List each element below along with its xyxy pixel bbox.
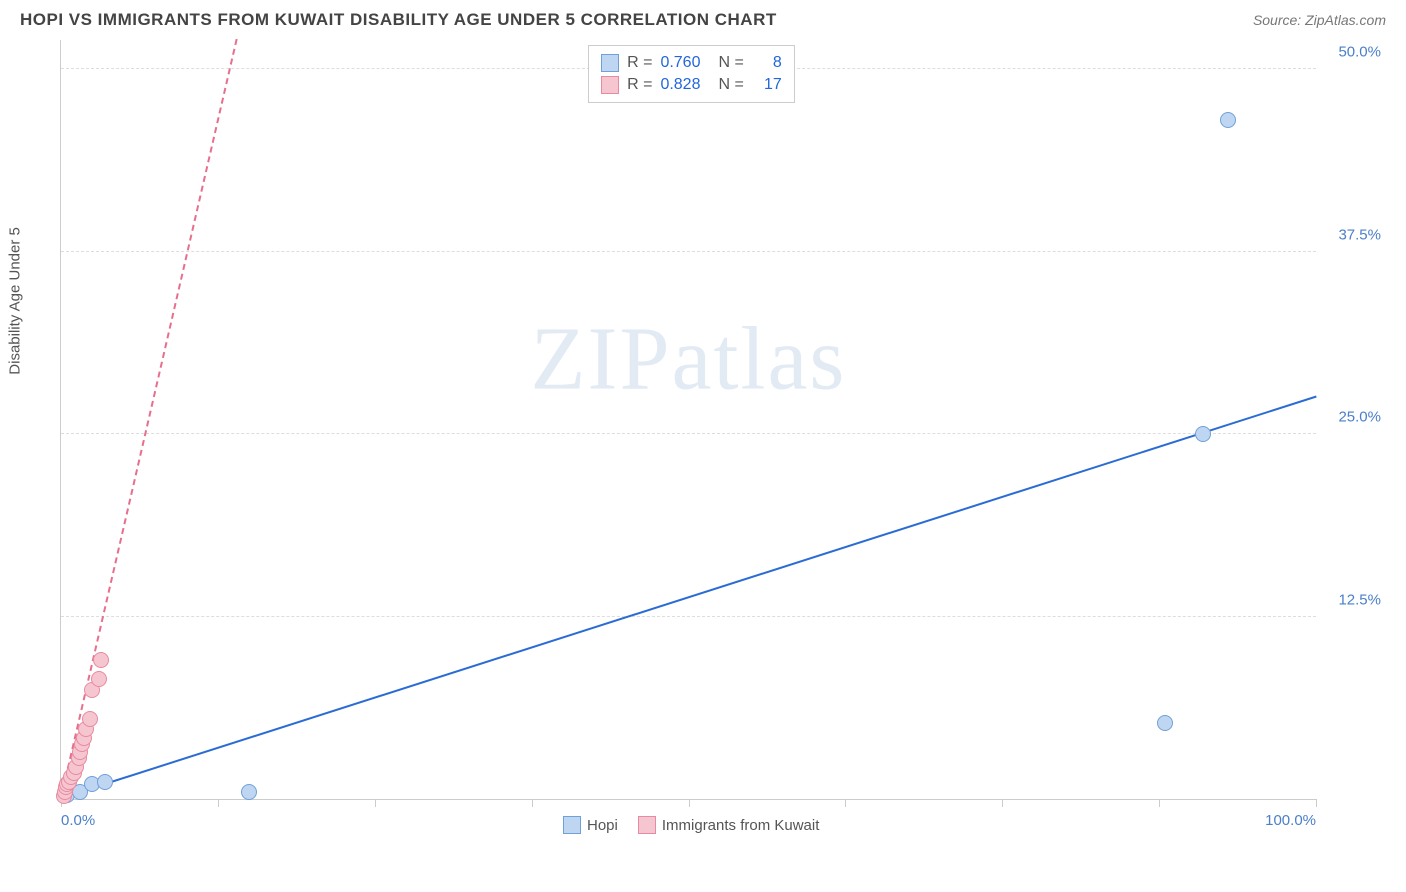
x-tick [689,799,690,807]
y-tick-label: 37.5% [1338,226,1381,243]
stat-r-label: R = [627,54,652,72]
data-point [1220,112,1236,128]
gridline [61,433,1316,434]
stat-r-value: 0.760 [660,54,710,72]
data-point [97,774,113,790]
legend: Hopi Immigrants from Kuwait [563,816,819,834]
data-point [241,784,257,800]
legend-label: Immigrants from Kuwait [662,817,820,834]
watermark: ZIPatlas [531,307,847,410]
legend-label: Hopi [587,817,618,834]
stats-row: R = 0.760 N = 8 [601,52,782,74]
x-tick [218,799,219,807]
legend-item: Hopi [563,816,618,834]
data-point [93,652,109,668]
stats-box: R = 0.760 N = 8 R = 0.828 N = 17 [588,45,795,103]
x-tick-label: 100.0% [1265,812,1316,829]
swatch-icon [601,76,619,94]
x-tick [1159,799,1160,807]
x-tick [1002,799,1003,807]
stats-row: R = 0.828 N = 17 [601,74,782,96]
y-axis-label: Disability Age Under 5 [7,227,24,375]
stat-n-label: N = [718,54,743,72]
y-tick-label: 12.5% [1338,591,1381,608]
x-tick [375,799,376,807]
data-point [1195,426,1211,442]
swatch-icon [638,816,656,834]
stat-r-value: 0.828 [660,76,710,94]
legend-item: Immigrants from Kuwait [638,816,820,834]
gridline [61,251,1316,252]
x-tick [1316,799,1317,807]
stat-n-label: N = [718,76,743,94]
y-tick-label: 50.0% [1338,44,1381,61]
data-point [82,711,98,727]
header: HOPI VS IMMIGRANTS FROM KUWAIT DISABILIT… [0,0,1406,35]
x-tick [532,799,533,807]
stat-n-value: 17 [752,76,782,94]
y-tick-label: 25.0% [1338,409,1381,426]
source-label: Source: ZipAtlas.com [1253,12,1386,28]
chart-container: Disability Age Under 5 ZIPatlas 12.5%25.… [60,40,1386,840]
stat-r-label: R = [627,76,652,94]
swatch-icon [563,816,581,834]
x-tick-label: 0.0% [61,812,95,829]
swatch-icon [601,54,619,72]
chart-title: HOPI VS IMMIGRANTS FROM KUWAIT DISABILIT… [20,10,777,30]
trend-line [61,396,1317,799]
x-tick [845,799,846,807]
data-point [1157,715,1173,731]
stat-n-value: 8 [752,54,782,72]
data-point [91,671,107,687]
plot-area: ZIPatlas 12.5%25.0%37.5%50.0%0.0%100.0%R… [60,40,1316,800]
gridline [61,616,1316,617]
